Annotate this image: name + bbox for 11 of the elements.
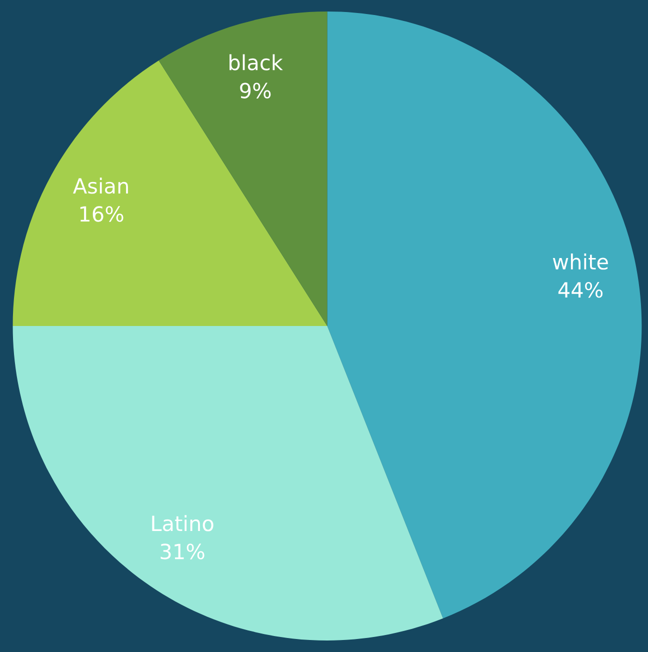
slice-label: Asian [73,178,128,194]
data-label: 9% [240,82,271,98]
slice-label: Latino [152,515,214,532]
data-label: 31% [160,544,204,560]
slice-label: black [230,54,283,70]
pie-slice [158,12,328,326]
slice-label: white [552,254,608,270]
pie-slice [327,12,642,618]
data-label: 44% [558,282,603,298]
data-label: 16% [80,206,124,222]
pie-slice [12,326,444,640]
